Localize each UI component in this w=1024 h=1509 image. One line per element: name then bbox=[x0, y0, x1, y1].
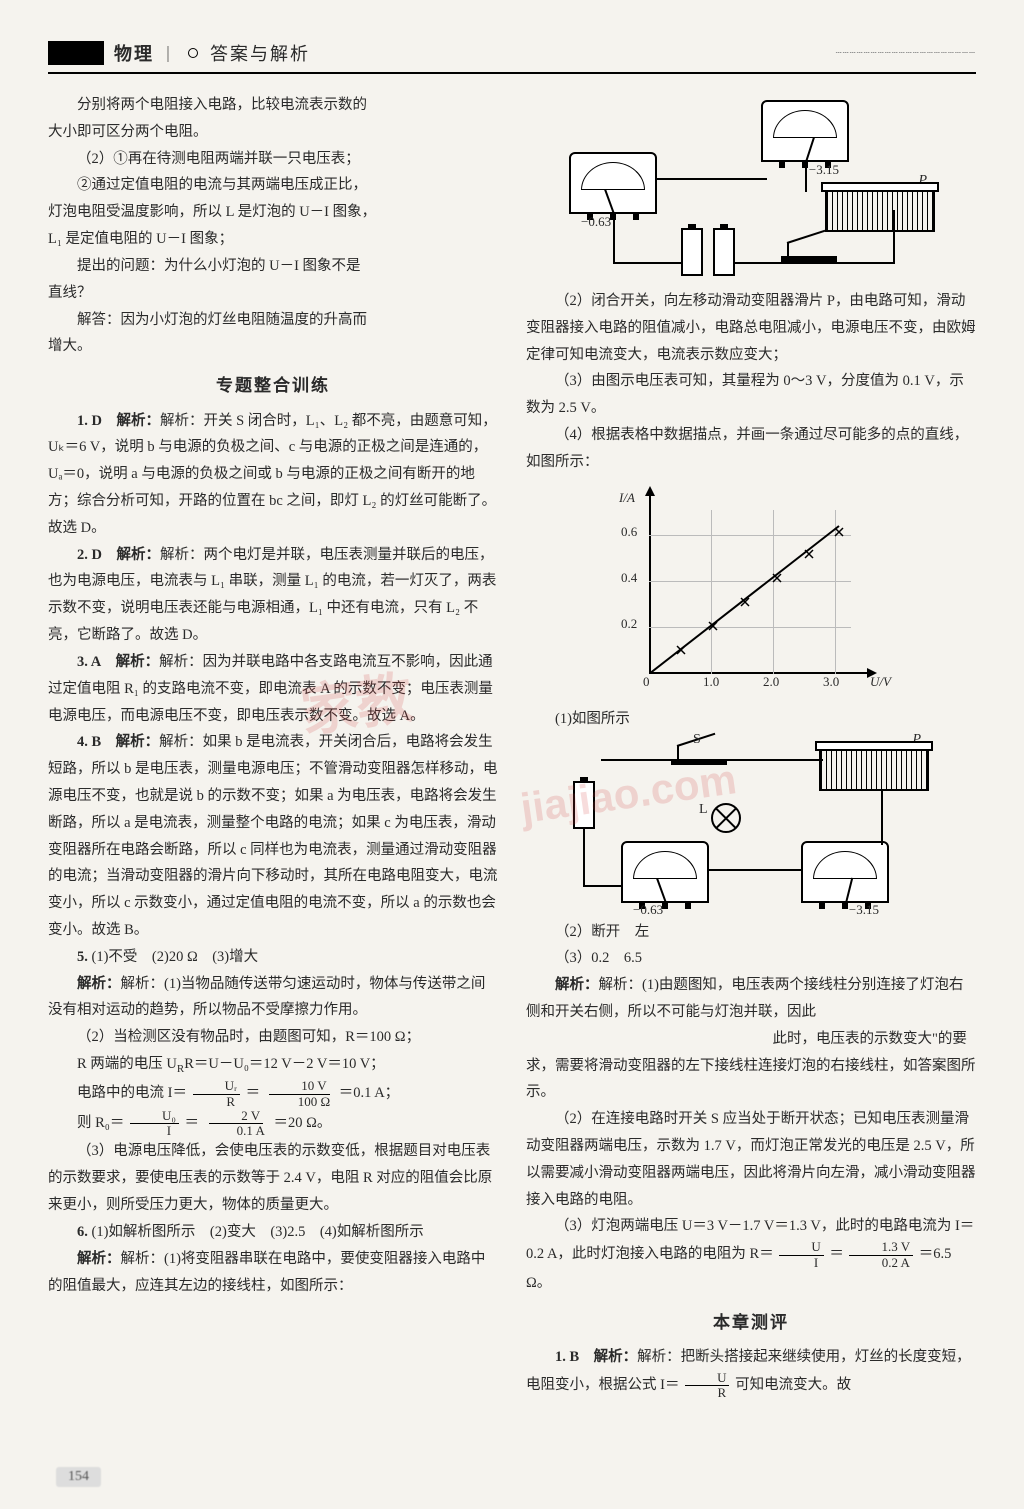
header-black-block bbox=[48, 41, 104, 65]
q6-parts: (1)如解析图所示 (2)变大 (3)2.5 (4)如解析图所示 bbox=[92, 1224, 424, 1240]
ammeter-icon: −0.63 bbox=[621, 841, 709, 903]
q5-text2: （2）当检测区没有物品时，由题图可知，R＝100 Ω； bbox=[48, 1024, 498, 1051]
question-3: 3. A 解析：解析：因为并联电路中各支路电流互不影响，因此通过定值电阻 R₁ … bbox=[48, 649, 498, 729]
r-analysis-cont: 此时，电压表的示数变大"的要求，需要将滑动变阻器的左下接线柱连接灯泡的右接线柱，… bbox=[526, 1026, 976, 1106]
chapter-test-title: 本章测评 bbox=[526, 1307, 976, 1338]
q6-text: 解析：解析：(1)将变阻器串联在电路中，要使变阻器接入电路中的阻值最大，应连其左… bbox=[48, 1246, 498, 1300]
r-p2: （2）闭合开关，向左移动滑动变阻器滑片 P，由电路可知，滑动变阻器接入电路的阻值… bbox=[526, 288, 976, 368]
q5-eq2: 电路中的电流 I＝ UᵣR ＝ 10 V100 Ω ＝0.1 A； bbox=[48, 1079, 498, 1109]
after-chart-line: (1)如图所示 bbox=[526, 706, 976, 733]
page-number: 154 bbox=[56, 1467, 101, 1487]
r-p3b: （3）0.2 6.5 bbox=[526, 945, 976, 972]
intro-line: 分别将两个电阻接入电路，比较电流表示数的 bbox=[48, 92, 498, 119]
q5-eq1: R 两端的电压 URR＝U－U₀＝12 V－2 V＝10 V； bbox=[48, 1051, 498, 1079]
x-axis-label: U/V bbox=[870, 670, 891, 694]
header-sep: ｜ bbox=[160, 41, 176, 65]
battery-icon bbox=[681, 228, 703, 276]
r-p3c: （3）灯泡两端电压 U＝3 V－1.7 V＝1.3 V，此时的电路电流为 I＝0… bbox=[526, 1213, 976, 1296]
switch-icon: S bbox=[671, 743, 727, 765]
r-p2b: （2）断开 左 bbox=[526, 919, 976, 946]
question-1: 1. D 解析：解析：开关 S 闭合时，L₁、L₂ 都不亮，由题意可知，Uₖ＝6… bbox=[48, 408, 498, 542]
y-axis-label: I/A bbox=[619, 486, 635, 510]
ammeter-icon: −0.63 bbox=[569, 152, 657, 214]
rheostat-icon: P bbox=[819, 749, 929, 791]
section-title-exercises: 专题整合训练 bbox=[48, 370, 498, 401]
battery-icon bbox=[573, 781, 595, 829]
right-column: −0.63 −3.15 P bbox=[526, 92, 976, 1401]
q5-text3: （3）电源电压降低，会使电压表的示数变低，根据题目对电压表的示数要求，要使电压表… bbox=[48, 1138, 498, 1218]
header-section: 答案与解析 bbox=[210, 40, 310, 66]
bulb-icon bbox=[711, 803, 741, 833]
two-column-layout: 分别将两个电阻接入电路，比较电流表示数的 大小即可区分两个电阻。 （2）①再在待… bbox=[48, 92, 976, 1401]
iv-chart: I/A U/V 0.2 0.4 0.6 0 1.0 2.0 3.0 bbox=[611, 482, 891, 702]
q5-text1: 解析：解析：(1)当物品随传送带匀速运动时，物体与传送带之间没有相对运动的趋势，… bbox=[48, 971, 498, 1025]
rheostat-icon: P bbox=[825, 190, 935, 232]
r-analysis-intro: 解析：解析：(1)由题图知，电压表两个接线柱分别连接了灯泡右侧和开关右侧，所以不… bbox=[526, 972, 976, 1026]
intro-line: 增大。 bbox=[48, 333, 498, 360]
intro-line: ②通过定值电阻的电流与其两端电压成正比， bbox=[48, 172, 498, 199]
circuit-diagram-2: S P L −0.63 −3.15 bbox=[526, 741, 976, 911]
page-header: 物理 ｜ 答案与解析 ┄┄┄┄┄┄┄┄┄┄┄┄┄┄┄┄┄┄┄┄ bbox=[48, 40, 976, 74]
q4-num: 4. B bbox=[77, 734, 101, 750]
voltmeter-icon: −3.15 bbox=[801, 841, 889, 903]
q1-num: 1. D bbox=[77, 413, 102, 429]
chart-line bbox=[649, 514, 849, 674]
question-2: 2. D 解析：解析：两个电灯是并联，电压表测量并联后的电压，也为电源电压，电流… bbox=[48, 542, 498, 649]
battery-icon bbox=[713, 228, 735, 276]
r-p2c: （2）在连接电路时开关 S 应当处于断开状态；已知电压表测量滑动变阻器两端电压，… bbox=[526, 1106, 976, 1213]
r-p4: （4）根据表格中数据描点，并画一条通过尽可能多的点的直线，如图所示： bbox=[526, 422, 976, 476]
q5-parts: (1)不受 (2)20 Ω (3)增大 bbox=[92, 949, 259, 965]
q4-text: 解析：如果 b 是电流表，开关闭合后，电路将会发生短路，所以 b 是电压表，测量… bbox=[48, 734, 498, 938]
q6-num: 6. bbox=[77, 1224, 88, 1240]
circuit-diagram-1: −0.63 −3.15 P bbox=[526, 100, 976, 280]
q5-eq3: 则 R₀＝ U₀I ＝ 2 V0.1 A ＝20 Ω。 bbox=[48, 1109, 498, 1139]
chapter-q1: 1. B 解析：解析：把断头搭接起来继续使用，灯丝的长度变短，电阻变小，根据公式… bbox=[526, 1344, 976, 1400]
q3-num: 3. A bbox=[77, 654, 101, 670]
intro-line: L₁ 是定值电阻的 U－I 图象； bbox=[48, 226, 498, 253]
left-column: 分别将两个电阻接入电路，比较电流表示数的 大小即可区分两个电阻。 （2）①再在待… bbox=[48, 92, 498, 1401]
intro-line: 大小即可区分两个电阻。 bbox=[48, 119, 498, 146]
q1-text: 解析：开关 S 闭合时，L₁、L₂ 都不亮，由题意可知，Uₖ＝6 V，说明 b … bbox=[48, 413, 497, 536]
intro-line: 灯泡电阻受温度影响，所以 L 是灯泡的 U－I 图象， bbox=[48, 199, 498, 226]
question-6: 6. (1)如解析图所示 (2)变大 (3)2.5 (4)如解析图所示 bbox=[48, 1219, 498, 1246]
r-p3: （3）由图示电压表可知，其量程为 0～3 V，分度值为 0.1 V，示数为 2.… bbox=[526, 368, 976, 422]
switch-icon bbox=[781, 240, 837, 262]
header-subject: 物理 bbox=[114, 40, 154, 66]
q5-num: 5. bbox=[77, 949, 88, 965]
intro-line: 直线？ bbox=[48, 280, 498, 307]
header-circle-icon bbox=[188, 48, 198, 58]
q2-num: 2. D bbox=[77, 547, 102, 563]
question-4: 4. B 解析：解析：如果 b 是电流表，开关闭合后，电路将会发生短路，所以 b… bbox=[48, 729, 498, 944]
intro-line: 提出的问题：为什么小灯泡的 U－I 图象不是 bbox=[48, 253, 498, 280]
intro-line: （2）①再在待测电阻两端并联一只电压表； bbox=[48, 146, 498, 173]
intro-line: 解答：因为小灯泡的灯丝电阻随温度的升高而 bbox=[48, 307, 498, 334]
voltmeter-icon: −3.15 bbox=[761, 100, 849, 162]
header-decoration: ┄┄┄┄┄┄┄┄┄┄┄┄┄┄┄┄┄┄┄┄ bbox=[310, 48, 976, 59]
question-5: 5. (1)不受 (2)20 Ω (3)增大 bbox=[48, 944, 498, 971]
ch-q1-num: 1. B bbox=[555, 1349, 579, 1365]
